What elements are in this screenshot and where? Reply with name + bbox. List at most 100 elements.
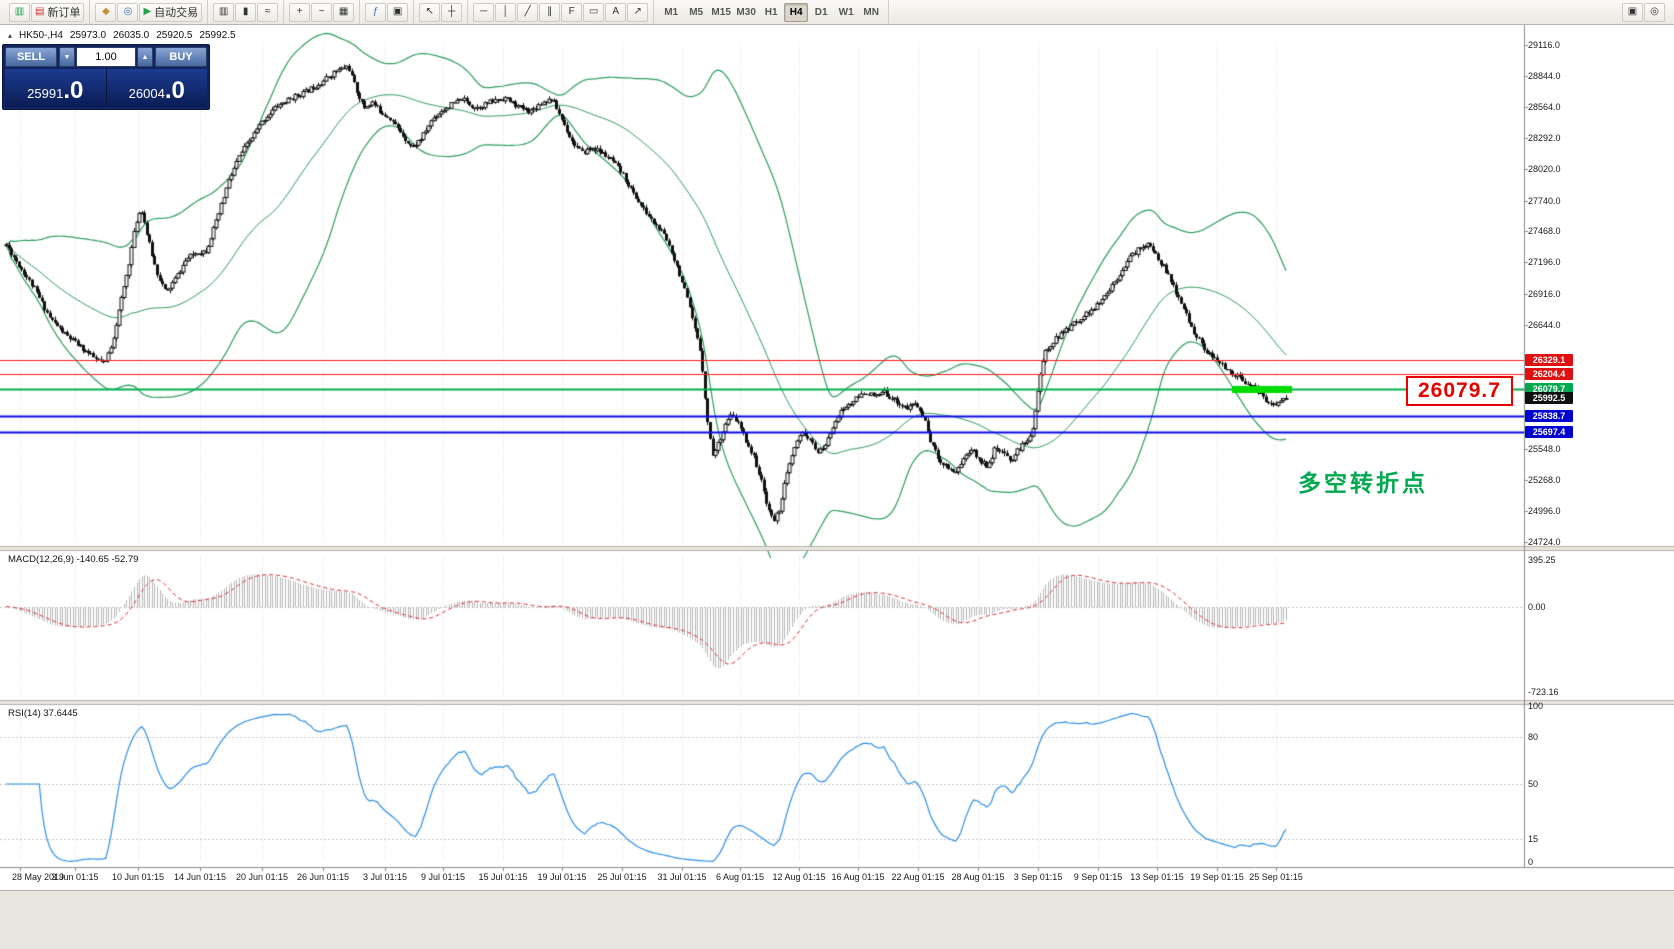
fibonacci-button[interactable]: F: [561, 2, 583, 22]
y-axis-label: 28564.0: [1528, 102, 1561, 113]
arrows-tool-icon: ↗: [633, 6, 642, 17]
x-axis-label: 12 Aug 01:15: [772, 872, 826, 882]
macd-scale-label: -723.16: [1528, 686, 1559, 697]
x-axis-label: 31 Jul 01:15: [657, 872, 707, 882]
x-axis-label: 19 Sep 01:15: [1190, 872, 1244, 882]
x-axis-label: 26 Jun 01:15: [296, 872, 350, 882]
timeframe-h1-button[interactable]: H1: [759, 3, 783, 22]
bottom-strip: [0, 890, 1674, 949]
profiles-button[interactable]: ◎: [117, 2, 139, 22]
toolbar-group-right: ▣ ◎: [1617, 0, 1670, 24]
buy-price-big: .0: [164, 77, 185, 104]
zoom-in-icon: +: [296, 6, 303, 17]
high-value: 26035.0: [113, 30, 150, 41]
y-axis-label: 24996.0: [1528, 506, 1561, 517]
close-value: 25992.5: [199, 30, 236, 41]
price-level-badge: 26079.7: [1525, 382, 1573, 395]
bars-chart-button[interactable]: ▥: [213, 2, 235, 22]
timeframe-m1-button[interactable]: M1: [659, 3, 683, 22]
chart-window: ▴ HK50-,H4 25973.0 26035.0 25920.5 25992…: [0, 25, 1674, 890]
volume-stepper: ▼ ▲: [59, 47, 153, 67]
new-order-icon: ▤: [35, 6, 45, 17]
x-axis-label: 3 Jul 01:15: [362, 872, 408, 882]
timeframe-mn-button[interactable]: MN: [859, 3, 883, 22]
x-axis-label: 22 Aug 01:15: [891, 872, 945, 882]
horizontal-line-icon: ─: [480, 6, 488, 17]
autotrading-button[interactable]: ▶ 自动交易: [139, 2, 203, 22]
zoom-out-button[interactable]: −: [311, 2, 333, 22]
autotrading-play-icon: ▶: [143, 6, 152, 17]
chart-ohlc-header: ▴ HK50-,H4 25973.0 26035.0 25920.5 25992…: [8, 30, 236, 41]
grid-icon: ▦: [338, 6, 349, 17]
indicators-button[interactable]: ƒ: [365, 2, 387, 22]
vertical-line-button[interactable]: │: [495, 2, 517, 22]
volume-increase-button[interactable]: ▲: [137, 47, 153, 67]
timeframe-d1-button[interactable]: D1: [809, 3, 833, 22]
timeframe-m5-button[interactable]: M5: [684, 3, 708, 22]
trend-line-button[interactable]: ╱: [517, 2, 539, 22]
timeframe-m30-button[interactable]: M30: [734, 3, 758, 22]
toolbar-group-timeframes: M1 M5 M15 M30 H1 H4 D1 W1 MN: [654, 0, 890, 24]
buy-price-display[interactable]: 26004.0: [107, 69, 208, 107]
line-chart-icon: ≈: [264, 6, 271, 17]
timeframe-m15-button[interactable]: M15: [709, 3, 733, 22]
cursor-button[interactable]: ↖: [419, 2, 441, 22]
chart-shift-button[interactable]: ▣: [1622, 2, 1643, 22]
fibonacci-icon: F: [568, 6, 575, 17]
horizontal-line-button[interactable]: ─: [473, 2, 495, 22]
timeframe-w1-button[interactable]: W1: [834, 3, 858, 22]
text-tool-button[interactable]: A: [605, 2, 627, 22]
grid-button[interactable]: ▦: [333, 2, 355, 22]
rsi-scale-label: 80: [1528, 732, 1539, 743]
current-price-badge: 25992.5: [1525, 392, 1573, 405]
tile-windows-button[interactable]: ▣: [387, 2, 409, 22]
candles-chart-button[interactable]: ▮: [235, 2, 257, 22]
channel-icon: ∥: [547, 6, 553, 17]
price-divider: [105, 69, 107, 107]
toolbar-group-order: ▥ ▤ 新订单: [4, 0, 91, 24]
toolbar-group-cursor: ↖ ┼: [414, 0, 469, 24]
x-axis-label: 28 Aug 01:15: [951, 872, 1005, 882]
volume-input[interactable]: [76, 47, 136, 67]
new-order-button[interactable]: ▤ 新订单: [31, 2, 85, 22]
low-value: 25920.5: [156, 30, 193, 41]
crosshair-icon: ┼: [448, 6, 456, 17]
sell-price-big: .0: [63, 77, 84, 104]
y-axis-label: 25548.0: [1528, 443, 1561, 454]
toolbar-group-windows: ƒ ▣: [360, 0, 415, 24]
y-axis-label: 27468.0: [1528, 226, 1561, 237]
macd-scale-label: 0.00: [1528, 601, 1546, 612]
chart-shift-icon: ▣: [1627, 6, 1638, 17]
chart-canvas[interactable]: [0, 25, 1674, 890]
chart-wizard-button[interactable]: ◆: [95, 2, 117, 22]
toolbar-group-objects: ─ │ ╱ ∥ F ▭ A ↗: [468, 0, 655, 24]
timeframe-h4-button[interactable]: H4: [784, 2, 809, 22]
line-chart-button[interactable]: ≈: [257, 2, 279, 22]
sell-price-display[interactable]: 25991.0: [5, 69, 106, 107]
search-button[interactable]: ◎: [1644, 2, 1665, 22]
channel-button[interactable]: ∥: [539, 2, 561, 22]
y-axis-label: 24724.0: [1528, 537, 1561, 547]
arrows-tool-button[interactable]: ↗: [627, 2, 649, 22]
x-axis-label: 19 Jul 01:15: [537, 872, 587, 882]
crosshair-button[interactable]: ┼: [441, 2, 463, 22]
x-axis-label: 15 Jul 01:15: [478, 872, 528, 882]
collapse-quotes-icon[interactable]: ▴: [8, 31, 13, 40]
buy-button[interactable]: BUY: [155, 47, 207, 67]
candles-chart-icon: ▮: [242, 6, 249, 17]
price-callout-box[interactable]: 26079.7: [1406, 376, 1513, 406]
search-icon: ◎: [1650, 6, 1659, 17]
volume-decrease-button[interactable]: ▼: [59, 47, 75, 67]
zoom-in-button[interactable]: +: [289, 2, 311, 22]
x-axis-label: 9 Sep 01:15: [1073, 872, 1123, 882]
sell-button[interactable]: SELL: [5, 47, 57, 67]
x-axis-label: 10 Jun 01:15: [111, 872, 165, 882]
price-level-badge: 26204.4: [1525, 368, 1573, 381]
rsi-scale-label: 15: [1528, 833, 1539, 844]
shapes-button[interactable]: ▭: [583, 2, 605, 22]
main-toolbar: ▥ ▤ 新订单 ◆ ◎ ▶ 自动交易 ▥ ▮ ≈ + − ▦ ƒ ▣ ↖ ┼ ─…: [0, 0, 1674, 25]
x-axis-label: 25 Sep 01:15: [1249, 872, 1303, 882]
x-axis-label: 6 Aug 01:15: [715, 872, 765, 882]
x-axis-label: 14 Jun 01:15: [173, 872, 227, 882]
app-logo-icon: ▥: [9, 2, 30, 22]
